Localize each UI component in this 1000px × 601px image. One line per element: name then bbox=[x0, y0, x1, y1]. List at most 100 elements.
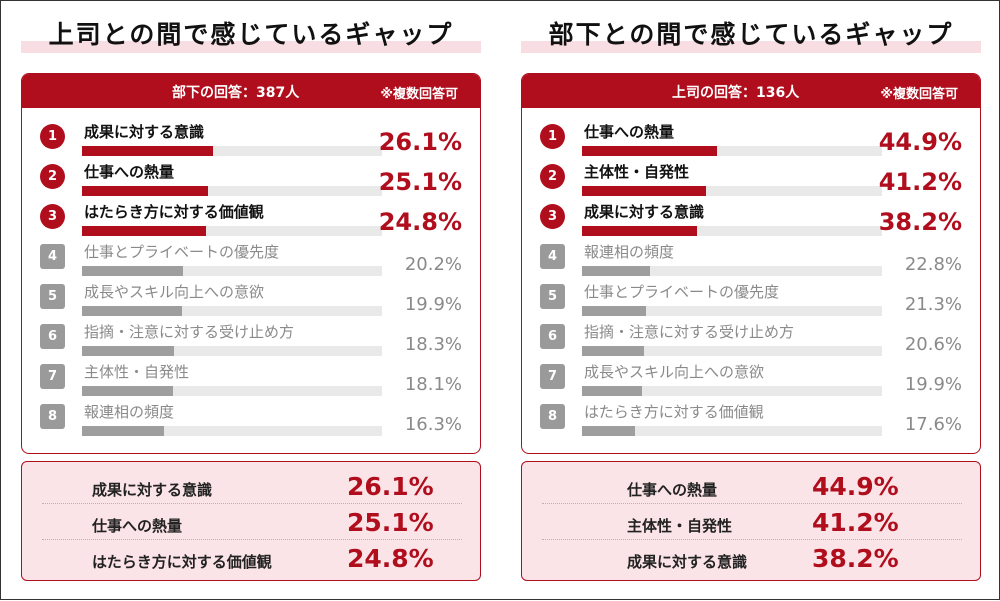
bar-row: 6 指摘・注意に対する受け止め方 20.6% bbox=[522, 323, 980, 364]
bar-label: 仕事とプライベートの優先度 bbox=[84, 243, 280, 261]
title-underline bbox=[521, 41, 981, 53]
bar bbox=[82, 146, 213, 156]
bar bbox=[82, 386, 173, 396]
bar bbox=[82, 266, 183, 276]
bar-track bbox=[582, 346, 882, 356]
bar-row: 7 成長やスキル向上への意欲 19.9% bbox=[522, 363, 980, 404]
bar bbox=[82, 426, 164, 436]
data-label: 20.2% bbox=[404, 254, 462, 275]
data-label: 24.8% bbox=[378, 208, 462, 236]
data-label: 16.3% bbox=[404, 414, 462, 435]
panel-header: 部下の回答：387人 ※複数回答可 bbox=[22, 74, 480, 108]
summary-label: はたらき方に対する価値観 bbox=[92, 553, 272, 571]
bar bbox=[582, 386, 642, 396]
data-label: 18.3% bbox=[404, 334, 462, 355]
bar-label: 成果に対する意識 bbox=[584, 203, 705, 221]
rank-badge: 5 bbox=[40, 284, 65, 309]
bar-label: はたらき方に対する価値観 bbox=[84, 203, 264, 221]
summary-label: 仕事への熱量 bbox=[92, 517, 183, 535]
bar-track bbox=[82, 186, 382, 196]
panel-header: 上司の回答：136人 ※複数回答可 bbox=[522, 74, 980, 108]
rank-badge: 1 bbox=[540, 124, 565, 149]
bar-row: 5 成長やスキル向上への意欲 19.9% bbox=[22, 283, 480, 324]
bar bbox=[582, 266, 651, 276]
top3-summary: 成果に対する意識 26.1% 仕事への熱量 25.1% はたらき方に対する価値観 24.8… bbox=[21, 461, 481, 581]
bar bbox=[82, 226, 206, 236]
bar-row: 1 仕事への熱量 44.9% bbox=[522, 123, 980, 164]
rank-badge: 6 bbox=[40, 324, 65, 349]
multiple-answer-note: ※複数回答可 bbox=[880, 87, 958, 102]
summary-label: 主体性・自発性 bbox=[627, 517, 733, 535]
bar-track bbox=[582, 146, 882, 156]
summary-value: 38.2% bbox=[812, 544, 899, 573]
data-label: 17.6% bbox=[904, 414, 962, 435]
right-column: 部下との間で感じているギャップ 上司の回答：136人 ※複数回答可 1 仕事への熱… bbox=[521, 1, 981, 601]
bar-label: 仕事とプライベートの優先度 bbox=[584, 283, 780, 301]
data-label: 44.9% bbox=[878, 128, 962, 156]
bar bbox=[582, 186, 706, 196]
summary-value: 44.9% bbox=[812, 472, 899, 501]
bar bbox=[582, 346, 644, 356]
data-label: 38.2% bbox=[878, 208, 962, 236]
rank-badge: 6 bbox=[540, 324, 565, 349]
summary-value: 26.1% bbox=[347, 472, 434, 501]
top3-summary: 仕事への熱量 44.9% 主体性・自発性 41.2% 成果に対する意識 38.2% bbox=[521, 461, 981, 581]
data-label: 26.1% bbox=[378, 128, 462, 156]
respondent-count: 部下の回答：387人 bbox=[172, 85, 300, 101]
bar-label: 報連相の頻度 bbox=[584, 243, 675, 261]
bar-row: 5 仕事とプライベートの優先度 21.3% bbox=[522, 283, 980, 324]
rank-badge: 3 bbox=[40, 204, 65, 229]
summary-row: 仕事への熱量 44.9% bbox=[542, 469, 962, 504]
bar-row: 2 主体性・自発性 41.2% bbox=[522, 163, 980, 204]
bar-label: 指摘・注意に対する受け止め方 bbox=[84, 323, 295, 341]
data-label: 25.1% bbox=[378, 168, 462, 196]
bar-track bbox=[82, 426, 382, 436]
data-label: 21.3% bbox=[904, 294, 962, 315]
ranking-panel: 上司の回答：136人 ※複数回答可 1 仕事への熱量 44.9% 2 主体性・自発性 41… bbox=[521, 73, 981, 454]
rank-badge: 5 bbox=[540, 284, 565, 309]
bar bbox=[82, 306, 182, 316]
bar-label: 主体性・自発性 bbox=[84, 363, 190, 381]
data-label: 18.1% bbox=[404, 374, 462, 395]
bar-label: 仕事への熱量 bbox=[84, 163, 175, 181]
bar-row: 3 成果に対する意識 38.2% bbox=[522, 203, 980, 244]
bar-row: 8 はたらき方に対する価値観 17.6% bbox=[522, 403, 980, 444]
bar-row: 7 主体性・自発性 18.1% bbox=[22, 363, 480, 404]
rank-badge: 7 bbox=[40, 364, 65, 389]
summary-row: はたらき方に対する価値観 24.8% bbox=[42, 541, 462, 576]
respondent-count: 上司の回答：136人 bbox=[672, 85, 800, 101]
summary-label: 成果に対する意識 bbox=[92, 481, 213, 499]
rank-badge: 2 bbox=[40, 164, 65, 189]
rank-badge: 3 bbox=[540, 204, 565, 229]
summary-row: 仕事への熱量 25.1% bbox=[42, 505, 462, 540]
bar-track bbox=[582, 426, 882, 436]
data-label: 19.9% bbox=[404, 294, 462, 315]
bar-row: 6 指摘・注意に対する受け止め方 18.3% bbox=[22, 323, 480, 364]
bar-label: 指摘・注意に対する受け止め方 bbox=[584, 323, 795, 341]
bar-track bbox=[582, 306, 882, 316]
rank-badge: 7 bbox=[540, 364, 565, 389]
bar-row: 4 仕事とプライベートの優先度 20.2% bbox=[22, 243, 480, 284]
bar-track bbox=[582, 386, 882, 396]
rank-badge: 2 bbox=[540, 164, 565, 189]
bar-label: 成長やスキル向上への意欲 bbox=[584, 363, 765, 381]
bar-track bbox=[582, 186, 882, 196]
summary-label: 仕事への熱量 bbox=[627, 481, 718, 499]
bar-track bbox=[82, 226, 382, 236]
chart-title: 上司との間で感じているギャップ bbox=[48, 20, 454, 49]
summary-value: 24.8% bbox=[347, 544, 434, 573]
rank-badge: 4 bbox=[40, 244, 65, 269]
bar-row: 4 報連相の頻度 22.8% bbox=[522, 243, 980, 284]
bar-label: 主体性・自発性 bbox=[584, 163, 690, 181]
left-column: 上司との間で感じているギャップ 部下の回答：387人 ※複数回答可 1 成果に対す… bbox=[21, 1, 481, 601]
bar bbox=[582, 306, 646, 316]
summary-row: 成果に対する意識 26.1% bbox=[42, 469, 462, 504]
bar bbox=[582, 146, 717, 156]
bar-label: はたらき方に対する価値観 bbox=[584, 403, 764, 421]
bar-row: 8 報連相の頻度 16.3% bbox=[22, 403, 480, 444]
data-label: 20.6% bbox=[904, 334, 962, 355]
bar-track bbox=[82, 306, 382, 316]
data-label: 19.9% bbox=[904, 374, 962, 395]
bar bbox=[82, 186, 208, 196]
bar-row: 2 仕事への熱量 25.1% bbox=[22, 163, 480, 204]
